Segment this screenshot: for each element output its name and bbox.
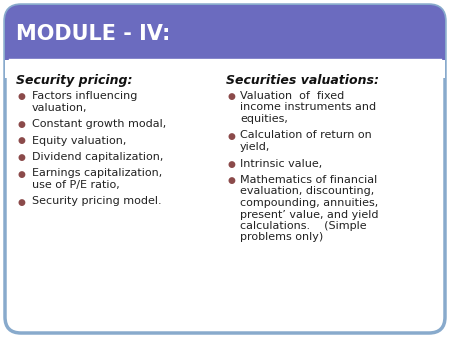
Text: ●: ● [18, 92, 26, 101]
Text: evaluation, discounting,: evaluation, discounting, [240, 187, 374, 196]
Text: Equity valuation,: Equity valuation, [32, 136, 126, 145]
Text: Factors influencing: Factors influencing [32, 91, 137, 101]
Text: ●: ● [18, 137, 26, 145]
Bar [5, 60, 445, 78]
Text: yield,: yield, [240, 142, 270, 152]
Text: use of P/E ratio,: use of P/E ratio, [32, 180, 120, 190]
Text: compounding, annuities,: compounding, annuities, [240, 198, 378, 208]
Text: Calculation of return on: Calculation of return on [240, 130, 372, 141]
FancyBboxPatch shape [5, 5, 445, 333]
Text: income instruments and: income instruments and [240, 102, 376, 113]
Text: valuation,: valuation, [32, 102, 87, 113]
Text: Security pricing:: Security pricing: [16, 74, 132, 87]
Text: problems only): problems only) [240, 233, 323, 242]
Text: ●: ● [228, 176, 236, 185]
Text: Securities valuations:: Securities valuations: [226, 74, 379, 87]
Text: calculations.    (Simple: calculations. (Simple [240, 221, 367, 231]
Text: MODULE - IV:: MODULE - IV: [16, 24, 171, 44]
Text: ●: ● [228, 131, 236, 141]
Text: ●: ● [18, 120, 26, 129]
Text: Valuation  of  fixed: Valuation of fixed [240, 91, 344, 101]
Text: equities,: equities, [240, 114, 288, 124]
Text: ●: ● [228, 160, 236, 169]
Text: Intrinsic value,: Intrinsic value, [240, 159, 322, 169]
Text: Mathematics of financial: Mathematics of financial [240, 175, 377, 185]
FancyBboxPatch shape [5, 5, 445, 76]
Text: Dividend capitalization,: Dividend capitalization, [32, 152, 163, 162]
Text: Earnings capitalization,: Earnings capitalization, [32, 169, 162, 178]
Text: ●: ● [18, 153, 26, 162]
Text: Constant growth modal,: Constant growth modal, [32, 119, 166, 129]
Text: ●: ● [228, 92, 236, 101]
Text: Security pricing model.: Security pricing model. [32, 196, 162, 207]
Text: ●: ● [18, 169, 26, 178]
Text: present’ value, and yield: present’ value, and yield [240, 210, 378, 219]
Text: ●: ● [18, 197, 26, 207]
